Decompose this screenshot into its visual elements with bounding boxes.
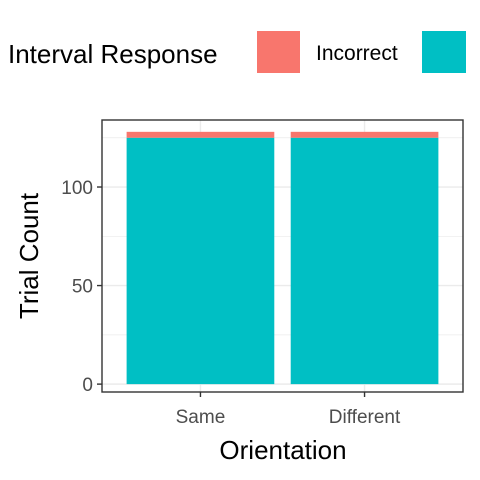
- x-axis: Same Different: [176, 392, 401, 428]
- bar-different-series-1: [290, 137, 439, 385]
- bar-different-incorrect: [290, 131, 439, 138]
- bar-same-series-1: [126, 137, 275, 385]
- legend: Interval Response Incorrect: [8, 31, 466, 73]
- y-axis: 0 50 100: [61, 178, 102, 396]
- legend-key-incorrect: [257, 31, 300, 73]
- y-tick-label: 50: [72, 277, 93, 298]
- plot-panel: [101, 119, 464, 393]
- bars: [126, 131, 439, 385]
- y-tick-label: 0: [82, 375, 93, 396]
- bar-same-incorrect: [126, 131, 275, 138]
- x-axis-title: Orientation: [219, 435, 346, 465]
- y-tick-label: 100: [61, 178, 93, 199]
- x-tick-label-different: Different: [329, 407, 401, 428]
- x-tick-label-same: Same: [176, 407, 226, 428]
- legend-key-correct: [422, 31, 466, 73]
- panel-border: [101, 119, 464, 393]
- legend-title: Interval Response: [8, 39, 218, 69]
- legend-label-incorrect: Incorrect: [316, 42, 398, 65]
- y-axis-title: Trial Count: [14, 192, 44, 319]
